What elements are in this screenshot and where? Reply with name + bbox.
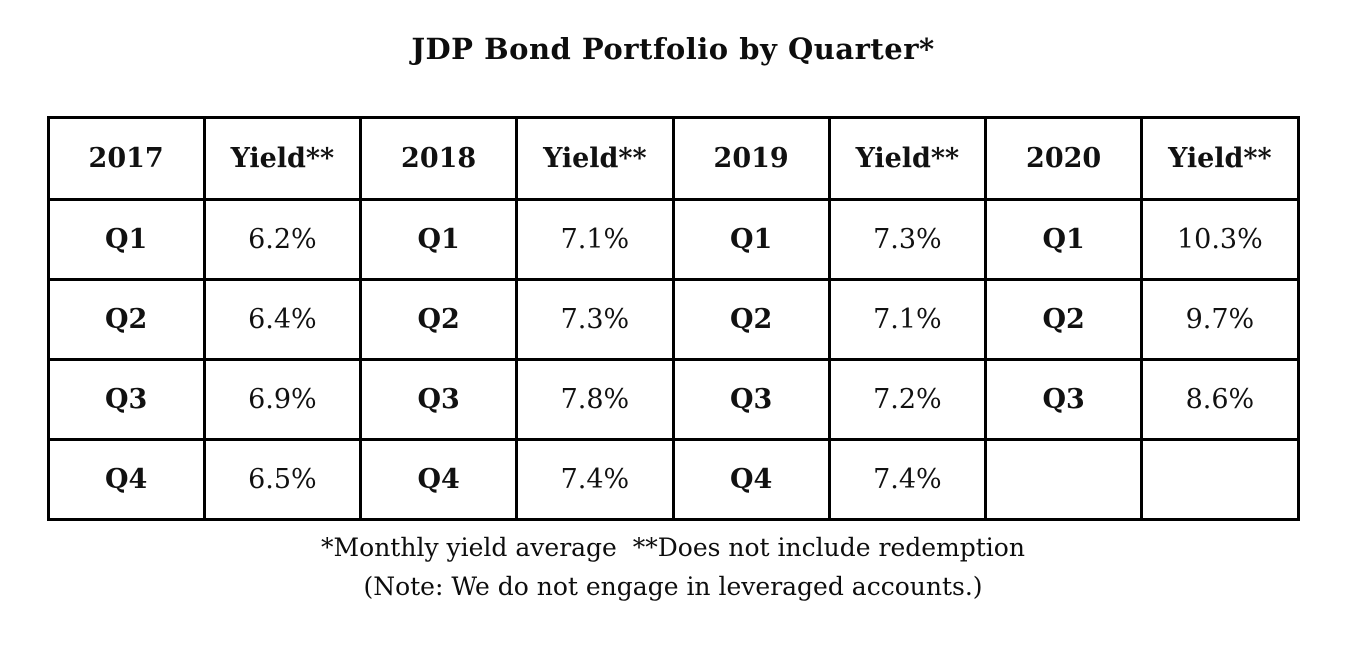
header-cell-year-2020: 2020 bbox=[983, 116, 1144, 201]
header-cell-yield-2017: Yield** bbox=[202, 116, 363, 201]
yield-cell: 7.3% bbox=[827, 198, 988, 281]
quarter-cell: Q1 bbox=[983, 198, 1144, 281]
yield-cell: 6.5% bbox=[202, 438, 363, 521]
footnotes: *Monthly yield average **Does not includ… bbox=[0, 529, 1346, 607]
yield-cell: 6.2% bbox=[202, 198, 363, 281]
yield-cell: 7.2% bbox=[827, 358, 988, 441]
footnote-yield-average: *Monthly yield average **Does not includ… bbox=[321, 533, 1025, 562]
quarter-cell: Q2 bbox=[671, 278, 831, 361]
yield-cell: 7.3% bbox=[515, 278, 675, 361]
quarter-cell: Q2 bbox=[46, 278, 206, 361]
yield-cell: 7.1% bbox=[515, 198, 675, 281]
table-header-row: 2017 Yield** 2018 Yield** 2019 Yield** 2… bbox=[46, 116, 1300, 201]
bond-portfolio-table: 2017 Yield** 2018 Yield** 2019 Yield** 2… bbox=[46, 116, 1300, 521]
quarter-cell: Q3 bbox=[46, 358, 206, 441]
yield-cell: 7.1% bbox=[827, 278, 988, 361]
quarter-cell: Q1 bbox=[358, 198, 519, 281]
yield-cell-empty bbox=[1140, 438, 1300, 521]
quarter-cell: Q1 bbox=[671, 198, 831, 281]
header-cell-yield-2018: Yield** bbox=[515, 116, 675, 201]
quarter-cell: Q3 bbox=[983, 358, 1144, 441]
quarter-cell: Q4 bbox=[671, 438, 831, 521]
quarter-cell-empty bbox=[983, 438, 1144, 521]
quarter-cell: Q3 bbox=[358, 358, 519, 441]
header-cell-year-2018: 2018 bbox=[358, 116, 519, 201]
header-cell-yield-2019: Yield** bbox=[827, 116, 988, 201]
quarter-cell: Q2 bbox=[983, 278, 1144, 361]
header-cell-year-2017: 2017 bbox=[46, 116, 206, 201]
quarter-cell: Q2 bbox=[358, 278, 519, 361]
quarter-cell: Q3 bbox=[671, 358, 831, 441]
table-row-q2: Q2 6.4% Q2 7.3% Q2 7.1% Q2 9.7% bbox=[46, 278, 1300, 361]
yield-cell: 7.4% bbox=[515, 438, 675, 521]
yield-cell: 6.9% bbox=[202, 358, 363, 441]
table-row-q1: Q1 6.2% Q1 7.1% Q1 7.3% Q1 10.3% bbox=[46, 198, 1300, 281]
yield-cell: 6.4% bbox=[202, 278, 363, 361]
yield-cell: 7.4% bbox=[827, 438, 988, 521]
yield-cell: 7.8% bbox=[515, 358, 675, 441]
footnote-leveraged-accounts: (Note: We do not engage in leveraged acc… bbox=[363, 571, 983, 601]
header-cell-yield-2020: Yield** bbox=[1140, 116, 1300, 201]
yield-cell: 8.6% bbox=[1140, 358, 1300, 441]
yield-cell: 9.7% bbox=[1140, 278, 1300, 361]
table-row-q4: Q4 6.5% Q4 7.4% Q4 7.4% bbox=[46, 438, 1300, 521]
quarter-cell: Q1 bbox=[46, 198, 206, 281]
quarter-cell: Q4 bbox=[358, 438, 519, 521]
page-title: JDP Bond Portfolio by Quarter* bbox=[411, 32, 935, 66]
header-cell-year-2019: 2019 bbox=[671, 116, 831, 201]
table-row-q3: Q3 6.9% Q3 7.8% Q3 7.2% Q3 8.6% bbox=[46, 358, 1300, 441]
quarter-cell: Q4 bbox=[46, 438, 206, 521]
yield-cell: 10.3% bbox=[1140, 198, 1300, 281]
